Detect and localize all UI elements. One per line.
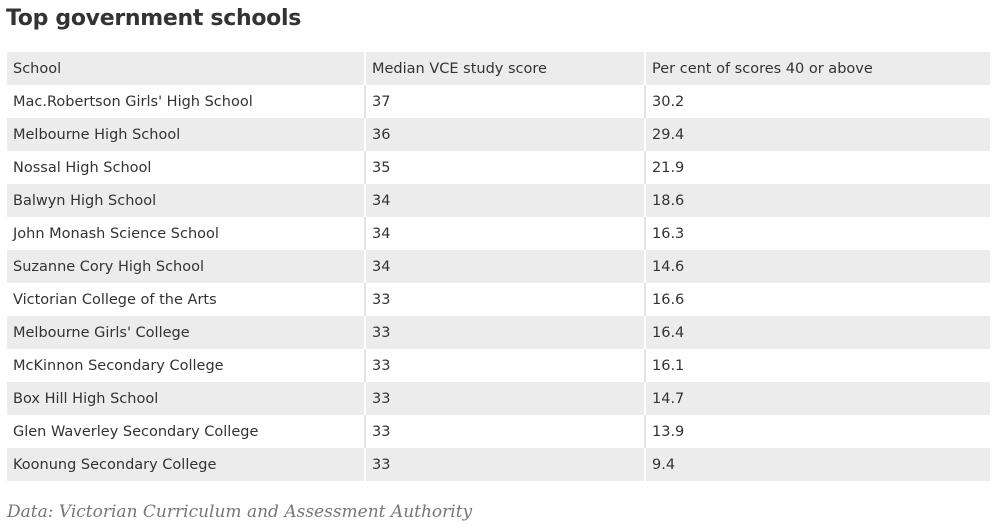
table-row: Suzanne Cory High School 34 14.6 — [7, 250, 990, 283]
table-row: Glen Waverley Secondary College 33 13.9 — [7, 415, 990, 448]
cell-school: Melbourne Girls' College — [7, 316, 366, 349]
cell-school: Melbourne High School — [7, 118, 366, 151]
cell-median-score: 33 — [365, 349, 646, 382]
cell-median-score: 34 — [365, 250, 646, 283]
cell-median-score: 34 — [365, 184, 646, 217]
column-header-percent-40-plus: Per cent of scores 40 or above — [652, 60, 873, 77]
cell-percent-40-plus: 21.9 — [652, 159, 685, 176]
table-row: Melbourne Girls' College 33 16.4 — [7, 316, 990, 349]
cell-median-score: 33 — [365, 415, 646, 448]
cell-school: Mac.Robertson Girls' High School — [7, 85, 366, 118]
table-row: John Monash Science School 34 16.3 — [7, 217, 990, 250]
column-header-school: School — [7, 52, 366, 85]
table-row: McKinnon Secondary College 33 16.1 — [7, 349, 990, 382]
cell-school: Victorian College of the Arts — [7, 283, 366, 316]
cell-median-score: 36 — [365, 118, 646, 151]
cell-percent-40-plus: 13.9 — [652, 423, 685, 440]
page-title: Top government schools — [6, 6, 301, 31]
table-body: Mac.Robertson Girls' High School 37 30.2 Me… — [7, 85, 990, 481]
table-row: Victorian College of the Arts 33 16.6 — [7, 283, 990, 316]
cell-percent-40-plus: 14.7 — [652, 390, 685, 407]
table-row: Melbourne High School 36 29.4 — [7, 118, 990, 151]
table-row: Koonung Secondary College 33 9.4 — [7, 448, 990, 481]
cell-percent-40-plus: 9.4 — [652, 456, 676, 473]
cell-school: Nossal High School — [7, 151, 366, 184]
table-header-row: School Median VCE study score Per cent o… — [7, 52, 990, 85]
cell-school: McKinnon Secondary College — [7, 349, 366, 382]
cell-percent-40-plus: 16.4 — [652, 324, 685, 341]
cell-percent-40-plus: 16.6 — [652, 291, 685, 308]
cell-school: Box Hill High School — [7, 382, 366, 415]
cell-school: John Monash Science School — [7, 217, 366, 250]
column-header-median-score: Median VCE study score — [365, 52, 646, 85]
table-row: Nossal High School 35 21.9 — [7, 151, 990, 184]
cell-percent-40-plus: 16.3 — [652, 225, 685, 242]
cell-school: Suzanne Cory High School — [7, 250, 366, 283]
cell-median-score: 33 — [365, 283, 646, 316]
cell-median-score: 34 — [365, 217, 646, 250]
cell-school: Koonung Secondary College — [7, 448, 366, 481]
cell-school: Balwyn High School — [7, 184, 366, 217]
cell-percent-40-plus: 16.1 — [652, 357, 685, 374]
cell-median-score: 35 — [365, 151, 646, 184]
data-source-note: Data: Victorian Curriculum and Assessmen… — [7, 502, 473, 522]
table-row: Balwyn High School 34 18.6 — [7, 184, 990, 217]
table-row: Mac.Robertson Girls' High School 37 30.2 — [7, 85, 990, 118]
cell-percent-40-plus: 18.6 — [652, 192, 685, 209]
cell-percent-40-plus: 14.6 — [652, 258, 685, 275]
cell-median-score: 33 — [365, 448, 646, 481]
table-row: Box Hill High School 33 14.7 — [7, 382, 990, 415]
cell-school: Glen Waverley Secondary College — [7, 415, 366, 448]
cell-percent-40-plus: 30.2 — [652, 93, 685, 110]
cell-median-score: 37 — [365, 85, 646, 118]
cell-percent-40-plus: 29.4 — [652, 126, 685, 143]
cell-median-score: 33 — [365, 382, 646, 415]
cell-median-score: 33 — [365, 316, 646, 349]
schools-table: School Median VCE study score Per cent o… — [7, 52, 990, 481]
